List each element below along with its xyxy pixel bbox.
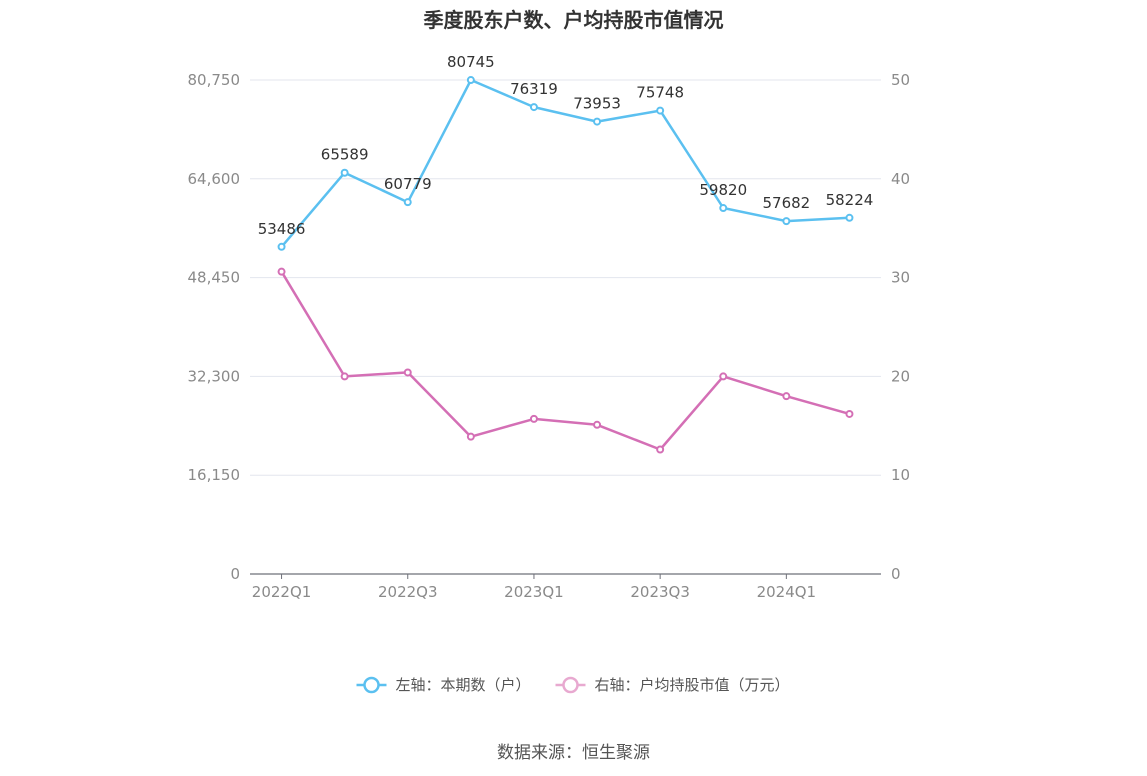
- x-tick-label: 2023Q3: [630, 583, 690, 601]
- data-label: 65589: [321, 146, 369, 164]
- series-point: [845, 213, 854, 222]
- right-tick-label: 50: [891, 71, 910, 89]
- series-point: [403, 368, 412, 377]
- right-tick-label: 10: [891, 466, 910, 484]
- series-point: [403, 198, 412, 207]
- data-label: 60779: [384, 175, 432, 193]
- series-point: [656, 445, 665, 454]
- data-label: 59820: [699, 181, 747, 199]
- data-label: 80745: [447, 53, 495, 71]
- grid-lines: [250, 79, 881, 476]
- series-point: [593, 420, 602, 429]
- series-point: [277, 242, 286, 251]
- left-tick-label: 64,600: [188, 170, 241, 188]
- right-tick-label: 0: [891, 565, 901, 583]
- x-tick-label: 2023Q1: [504, 583, 564, 601]
- series-point: [466, 432, 475, 441]
- series-point: [656, 106, 665, 115]
- data-label: 58224: [826, 191, 874, 209]
- right-tick-label: 40: [891, 170, 910, 188]
- data-label: 57682: [762, 194, 810, 212]
- series-point: [845, 409, 854, 418]
- legend-marker: [363, 676, 380, 694]
- right-axis-ticks: 0 10 20 30 40 50: [891, 71, 910, 583]
- source-note: 数据来源：恒生聚源: [497, 743, 650, 763]
- data-labels: 53486 65589 60779 80745 76319 73953 75748 59820…: [258, 53, 874, 238]
- series-line-2: [280, 271, 850, 451]
- left-tick-label: 16,150: [188, 466, 241, 484]
- x-tick-label: 2024Q1: [757, 583, 817, 601]
- left-tick-label: 0: [230, 565, 240, 583]
- data-label: 73953: [573, 95, 621, 113]
- right-tick-label: 30: [891, 269, 910, 287]
- legend-item-1[interactable]: 左轴：本期数（户）: [356, 676, 531, 694]
- legend-item-2[interactable]: 右轴：户均持股市值（万元）: [555, 676, 790, 694]
- series-point: [340, 168, 349, 177]
- series-point: [782, 392, 791, 401]
- data-label: 75748: [636, 84, 684, 102]
- series-layer: [277, 76, 854, 454]
- series-point: [466, 76, 475, 85]
- data-label: 53486: [258, 220, 306, 238]
- legend[interactable]: 左轴：本期数（户） 右轴：户均持股市值（万元）: [356, 676, 790, 694]
- left-axis-ticks: 0 16,150 32,300 48,450 64,600 80,750: [188, 71, 241, 583]
- series-point: [277, 267, 286, 276]
- series-point: [340, 372, 349, 381]
- series-point: [782, 217, 791, 226]
- legend-marker: [562, 676, 579, 694]
- series-point: [719, 204, 728, 213]
- x-axis: 2022Q1 2022Q3 2023Q1 2023Q3 2024Q1: [250, 573, 881, 601]
- series-point: [529, 414, 538, 423]
- x-tick-label: 2022Q1: [252, 583, 312, 601]
- x-tick-label: 2022Q3: [378, 583, 438, 601]
- series-point: [719, 372, 728, 381]
- series-line-1: [280, 78, 850, 248]
- series-point: [593, 117, 602, 126]
- chart-title: 季度股东户数、户均持股市值情况: [423, 8, 724, 32]
- left-tick-label: 48,450: [188, 269, 241, 287]
- legend-label: 右轴：户均持股市值（万元）: [595, 676, 790, 694]
- left-tick-label: 80,750: [188, 71, 241, 89]
- data-label: 76319: [510, 80, 558, 98]
- legend-label: 左轴：本期数（户）: [396, 676, 531, 694]
- left-tick-label: 32,300: [188, 367, 241, 385]
- right-tick-label: 20: [891, 367, 910, 385]
- series-point: [529, 103, 538, 112]
